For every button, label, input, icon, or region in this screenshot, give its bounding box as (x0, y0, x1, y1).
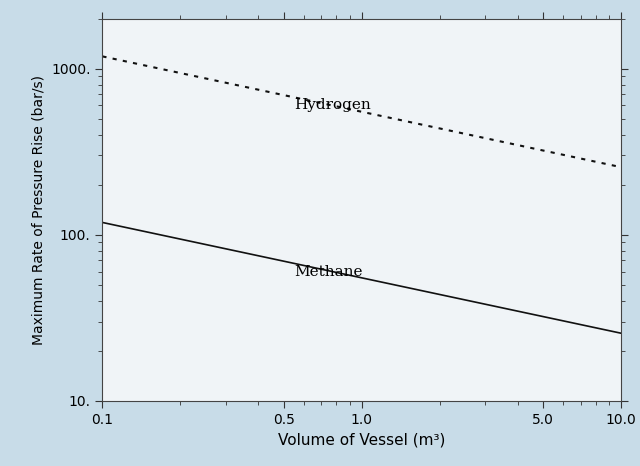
Text: Methane: Methane (294, 265, 363, 279)
X-axis label: Volume of Vessel (m³): Volume of Vessel (m³) (278, 432, 445, 447)
Y-axis label: Maximum Rate of Pressure Rise (bar/s): Maximum Rate of Pressure Rise (bar/s) (31, 75, 45, 345)
Text: Hydrogen: Hydrogen (294, 98, 371, 112)
